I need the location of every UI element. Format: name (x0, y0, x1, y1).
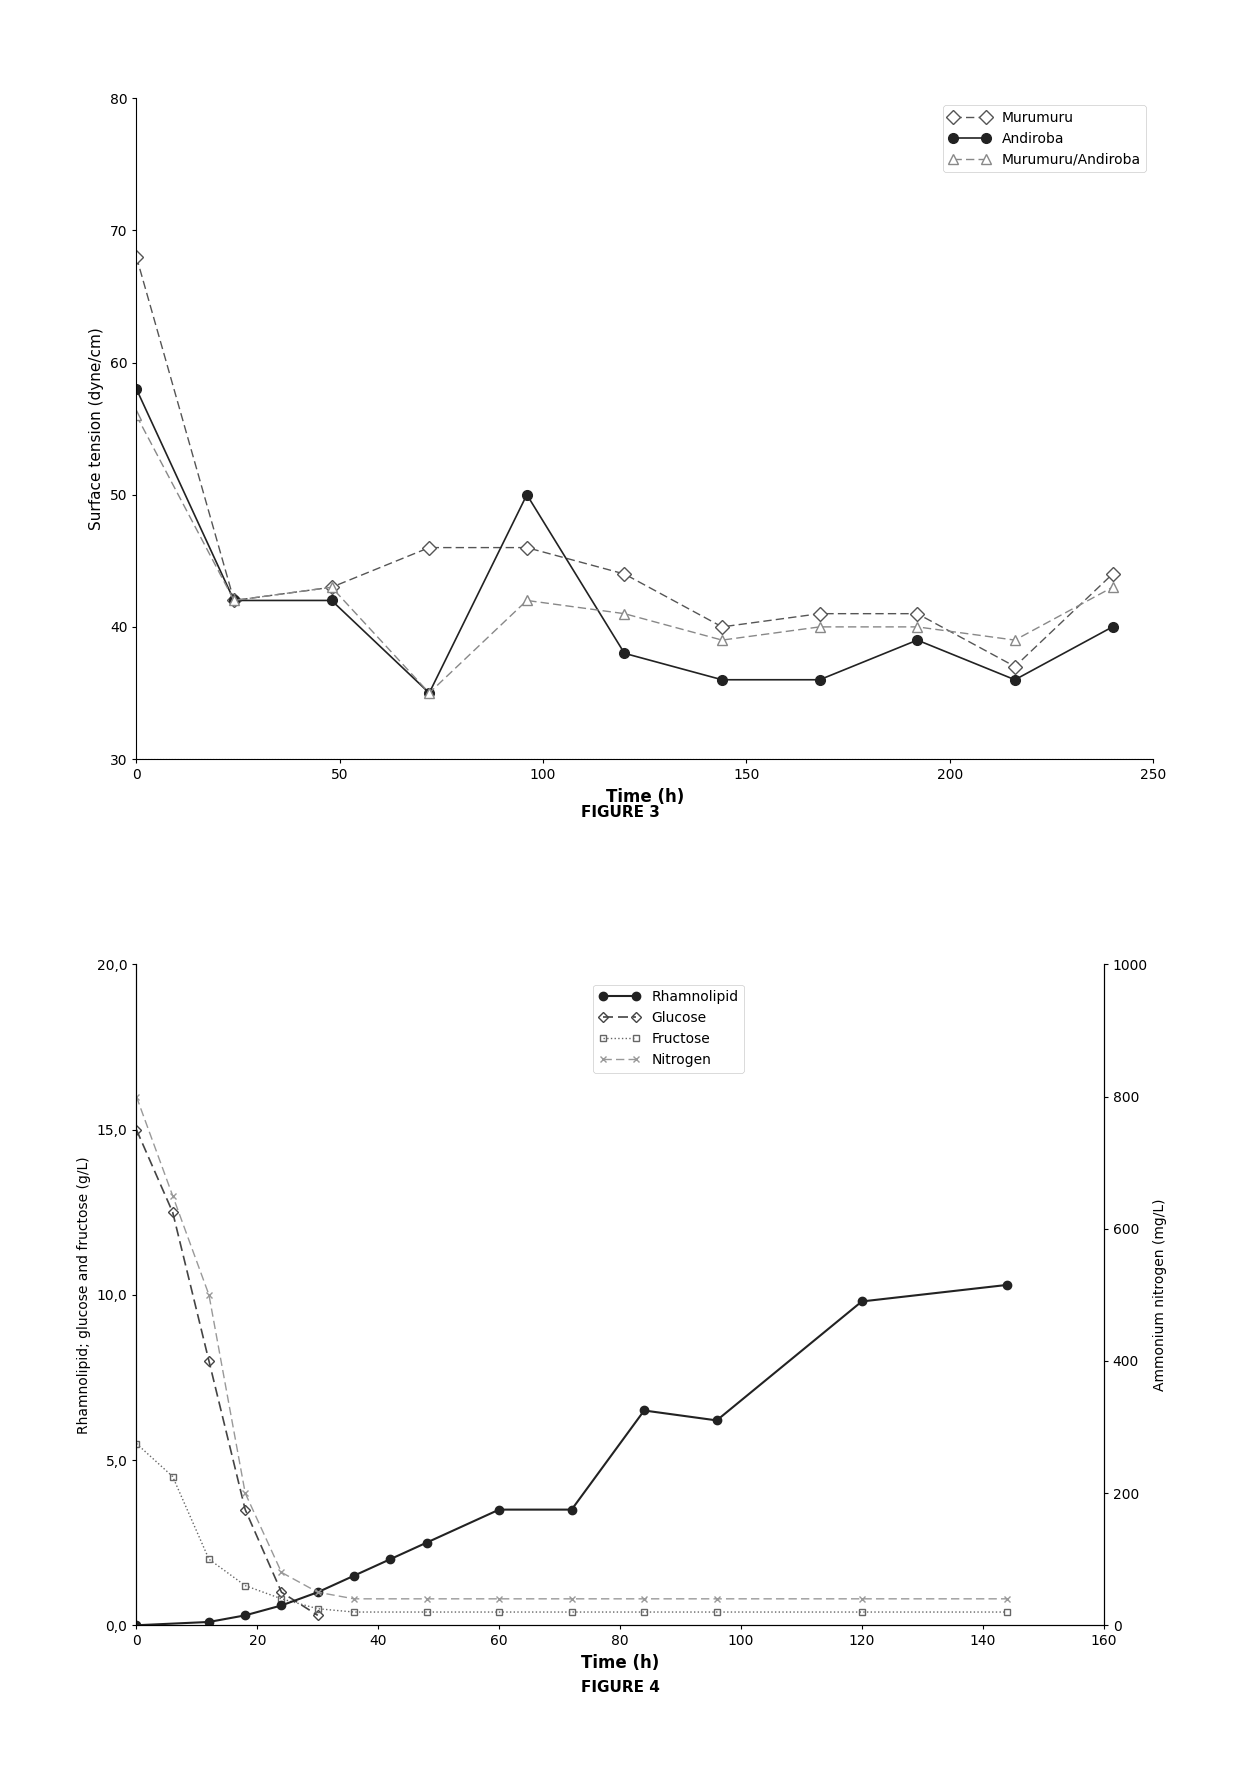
Andiroba (910, 629, 925, 650)
Fructose (564, 1602, 579, 1623)
Murumuru (520, 538, 534, 559)
Fructose (854, 1602, 869, 1623)
Andiroba (227, 589, 242, 611)
Murumuru (618, 563, 632, 584)
Nitrogen (201, 1284, 217, 1306)
Murumuru/Andiroba (618, 604, 632, 625)
Fructose (238, 1575, 253, 1597)
Murumuru/Andiroba (910, 616, 925, 638)
Murumuru (812, 604, 827, 625)
Murumuru (1007, 655, 1022, 677)
Andiroba (812, 670, 827, 691)
Fructose (491, 1602, 507, 1623)
Andiroba (324, 589, 339, 611)
Andiroba (129, 379, 144, 400)
Fructose (637, 1602, 652, 1623)
Andiroba (618, 643, 632, 664)
Glucose (201, 1350, 217, 1372)
Fructose (999, 1602, 1014, 1623)
Rhamnolipid (274, 1595, 289, 1616)
Andiroba (1007, 670, 1022, 691)
Rhamnolipid (419, 1532, 434, 1554)
Nitrogen (274, 1561, 289, 1582)
Nitrogen (999, 1588, 1014, 1609)
Andiroba (422, 682, 436, 704)
Rhamnolipid (383, 1548, 398, 1570)
Legend: Murumuru, Andiroba, Murumuru/Andiroba: Murumuru, Andiroba, Murumuru/Andiroba (944, 105, 1146, 171)
Nitrogen (310, 1582, 325, 1604)
Fructose (709, 1602, 724, 1623)
Rhamnolipid (637, 1400, 652, 1422)
Murumuru/Andiroba (1007, 629, 1022, 650)
X-axis label: Time (h): Time (h) (580, 1654, 660, 1672)
Fructose (274, 1588, 289, 1609)
Rhamnolipid (238, 1604, 253, 1625)
Line: Andiroba: Andiroba (131, 384, 1117, 698)
Text: FIGURE 4: FIGURE 4 (580, 1681, 660, 1695)
Murumuru/Andiroba (324, 577, 339, 598)
Y-axis label: Ammonium nitrogen (mg/L): Ammonium nitrogen (mg/L) (1153, 1198, 1167, 1391)
Murumuru (910, 604, 925, 625)
Rhamnolipid (310, 1582, 325, 1604)
Line: Rhamnolipid: Rhamnolipid (133, 1281, 1011, 1629)
Text: FIGURE 3: FIGURE 3 (580, 805, 660, 820)
Nitrogen (419, 1588, 434, 1609)
Rhamnolipid (709, 1409, 724, 1431)
Fructose (419, 1602, 434, 1623)
Murumuru (1105, 563, 1120, 584)
Line: Murumuru: Murumuru (131, 252, 1117, 672)
Line: Nitrogen: Nitrogen (133, 1093, 1011, 1602)
Line: Glucose: Glucose (133, 1127, 321, 1618)
Line: Fructose: Fructose (133, 1440, 1011, 1616)
X-axis label: Time (h): Time (h) (605, 788, 684, 805)
Glucose (129, 1118, 144, 1141)
Fructose (310, 1598, 325, 1620)
Murumuru/Andiroba (129, 405, 144, 427)
Nitrogen (564, 1588, 579, 1609)
Rhamnolipid (129, 1615, 144, 1636)
Murumuru (422, 538, 436, 559)
Murumuru (227, 589, 242, 611)
Rhamnolipid (201, 1611, 217, 1632)
Murumuru/Andiroba (1105, 577, 1120, 598)
Fructose (201, 1548, 217, 1570)
Nitrogen (491, 1588, 507, 1609)
Rhamnolipid (999, 1273, 1014, 1295)
Murumuru (129, 246, 144, 268)
Glucose (238, 1498, 253, 1520)
Nitrogen (129, 1086, 144, 1107)
Fructose (129, 1432, 144, 1454)
Murumuru/Andiroba (227, 589, 242, 611)
Rhamnolipid (491, 1498, 507, 1520)
Murumuru/Andiroba (520, 589, 534, 611)
Line: Murumuru/Andiroba: Murumuru/Andiroba (131, 411, 1117, 698)
Nitrogen (709, 1588, 724, 1609)
Nitrogen (854, 1588, 869, 1609)
Nitrogen (637, 1588, 652, 1609)
Nitrogen (346, 1588, 362, 1609)
Nitrogen (238, 1482, 253, 1504)
Glucose (165, 1202, 180, 1223)
Andiroba (1105, 616, 1120, 638)
Murumuru/Andiroba (714, 629, 729, 650)
Y-axis label: Surface tension (dyne/cm): Surface tension (dyne/cm) (89, 327, 104, 530)
Murumuru (714, 616, 729, 638)
Rhamnolipid (346, 1565, 362, 1586)
Andiroba (714, 670, 729, 691)
Glucose (274, 1582, 289, 1604)
Andiroba (520, 484, 534, 505)
Fructose (165, 1466, 180, 1488)
Murumuru/Andiroba (422, 682, 436, 704)
Legend: Rhamnolipid, Glucose, Fructose, Nitrogen: Rhamnolipid, Glucose, Fructose, Nitrogen (593, 984, 744, 1073)
Y-axis label: Rhamnolipid; glucose and fructose (g/L): Rhamnolipid; glucose and fructose (g/L) (77, 1156, 91, 1434)
Fructose (346, 1602, 362, 1623)
Rhamnolipid (564, 1498, 579, 1520)
Nitrogen (165, 1186, 180, 1207)
Glucose (310, 1604, 325, 1625)
Murumuru (324, 577, 339, 598)
Rhamnolipid (854, 1291, 869, 1313)
Murumuru/Andiroba (812, 616, 827, 638)
